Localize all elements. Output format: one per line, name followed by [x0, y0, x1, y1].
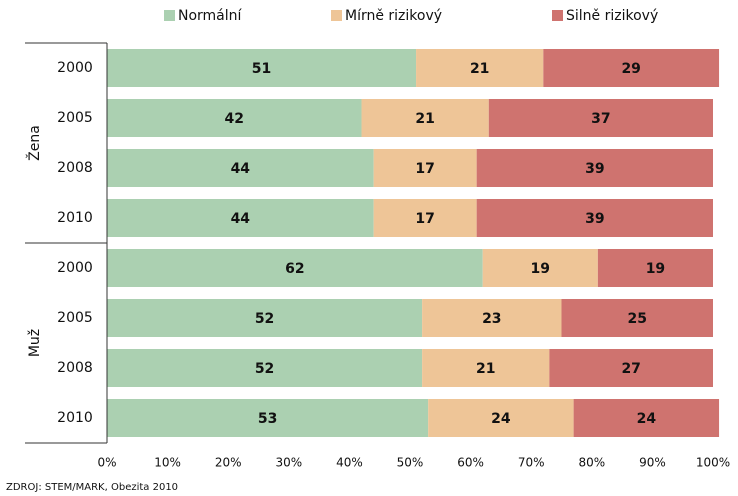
- data-label: 24: [637, 411, 657, 427]
- bar-segment: [476, 199, 713, 237]
- x-tick-label: 100%: [696, 456, 730, 470]
- data-label: 52: [255, 311, 274, 327]
- bar-segment: [107, 249, 483, 287]
- x-tick-label: 50%: [397, 456, 424, 470]
- bar-segment: [422, 349, 550, 387]
- x-tick-label: 40%: [336, 456, 363, 470]
- bar-segment: [107, 399, 429, 437]
- data-label: 62: [285, 261, 304, 277]
- bar-segment: [373, 199, 477, 237]
- legend-swatch: [331, 10, 342, 21]
- y-tick-label: 2000: [57, 260, 93, 276]
- data-label: 19: [646, 261, 665, 277]
- data-label: 39: [585, 161, 604, 177]
- data-label: 29: [621, 61, 640, 77]
- x-tick-label: 90%: [639, 456, 666, 470]
- bar-segment: [107, 49, 417, 87]
- y-tick-label: 2008: [57, 160, 93, 176]
- bar-segment: [107, 299, 423, 337]
- x-tick-label: 80%: [578, 456, 605, 470]
- bar-segment: [361, 99, 489, 137]
- bar-segment: [107, 199, 374, 237]
- x-tick-label: 0%: [97, 456, 116, 470]
- bar-segment: [482, 249, 598, 287]
- bar-segment: [107, 149, 374, 187]
- data-label: 23: [482, 311, 501, 327]
- bar-segment: [549, 349, 713, 387]
- group-label: Muž: [27, 329, 43, 357]
- bar-segment: [561, 299, 713, 337]
- data-label: 52: [255, 361, 274, 377]
- x-tick-label: 60%: [457, 456, 484, 470]
- legend-label: Normální: [178, 8, 243, 24]
- data-label: 21: [470, 61, 489, 77]
- data-label: 19: [531, 261, 550, 277]
- data-label: 44: [231, 211, 251, 227]
- legend-swatch: [164, 10, 175, 21]
- bar-segment: [476, 149, 713, 187]
- data-label: 37: [591, 111, 610, 127]
- bar-segment: [107, 99, 362, 137]
- legend-label: Silně rizikový: [566, 8, 658, 24]
- bar-segment: [422, 299, 562, 337]
- legend-swatch: [552, 10, 563, 21]
- data-label: 44: [231, 161, 251, 177]
- bar-segment: [597, 249, 713, 287]
- data-label: 39: [585, 211, 604, 227]
- bar-segment: [416, 49, 544, 87]
- x-tick-label: 30%: [275, 456, 302, 470]
- x-tick-label: 10%: [154, 456, 181, 470]
- y-tick-label: 2005: [57, 310, 93, 326]
- bar-segment: [543, 49, 720, 87]
- data-label: 24: [491, 411, 511, 427]
- y-tick-label: 2005: [57, 110, 93, 126]
- group-label: Žena: [25, 125, 43, 161]
- y-tick-label: 2010: [57, 410, 93, 426]
- data-label: 51: [252, 61, 271, 77]
- data-label: 21: [415, 111, 434, 127]
- y-tick-label: 2008: [57, 360, 93, 376]
- x-tick-label: 70%: [518, 456, 545, 470]
- data-label: 42: [225, 111, 244, 127]
- legend-label: Mírně rizikový: [345, 8, 442, 24]
- bar-segment: [373, 149, 477, 187]
- data-label: 27: [621, 361, 640, 377]
- y-tick-label: 2010: [57, 210, 93, 226]
- source-note: ZDROJ: STEM/MARK, Obezita 2010: [6, 482, 178, 493]
- bar-segment: [107, 349, 423, 387]
- data-label: 17: [415, 161, 434, 177]
- data-label: 53: [258, 411, 277, 427]
- y-tick-label: 2000: [57, 60, 93, 76]
- data-label: 17: [415, 211, 434, 227]
- bar-segment: [573, 399, 720, 437]
- data-label: 21: [476, 361, 495, 377]
- bar-segment: [428, 399, 574, 437]
- bar-segment: [488, 99, 713, 137]
- data-label: 25: [628, 311, 647, 327]
- x-tick-label: 20%: [215, 456, 242, 470]
